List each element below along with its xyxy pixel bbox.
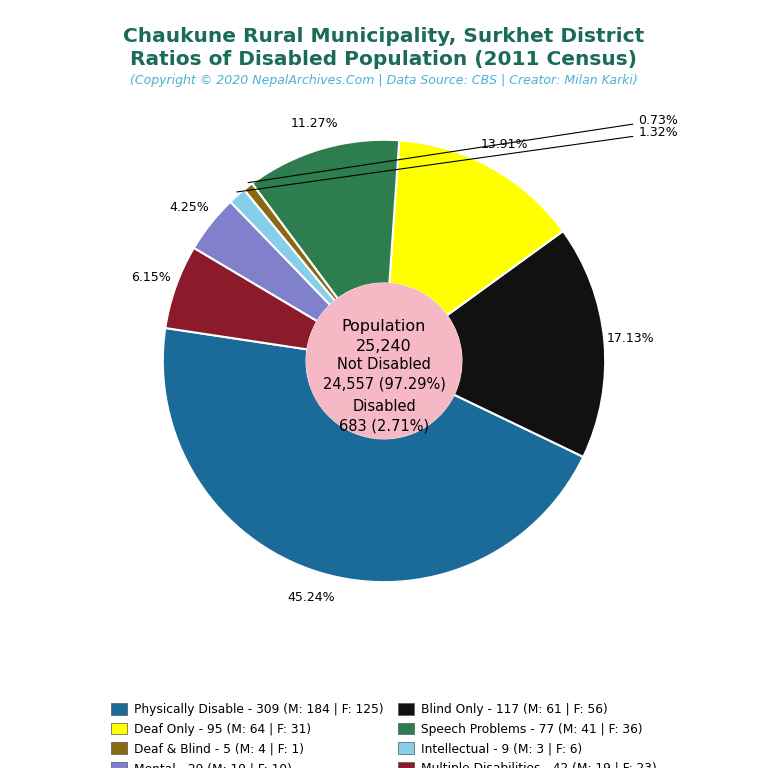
Text: Ratios of Disabled Population (2011 Census): Ratios of Disabled Population (2011 Cens… [131, 50, 637, 69]
Circle shape [306, 283, 462, 439]
Wedge shape [194, 202, 330, 322]
Text: 13.91%: 13.91% [480, 137, 528, 151]
Wedge shape [389, 141, 563, 316]
Text: Population
25,240: Population 25,240 [342, 319, 426, 354]
Legend: Physically Disable - 309 (M: 184 | F: 125), Deaf Only - 95 (M: 64 | F: 31), Deaf: Physically Disable - 309 (M: 184 | F: 12… [111, 703, 657, 768]
Text: Not Disabled
24,557 (97.29%): Not Disabled 24,557 (97.29%) [323, 356, 445, 392]
Wedge shape [244, 184, 338, 301]
Text: 1.32%: 1.32% [237, 127, 678, 192]
Text: 17.13%: 17.13% [607, 333, 654, 346]
Text: 45.24%: 45.24% [287, 591, 335, 604]
Wedge shape [447, 231, 605, 457]
Text: 0.73%: 0.73% [248, 114, 678, 183]
Text: 6.15%: 6.15% [131, 271, 170, 284]
Wedge shape [163, 328, 584, 582]
Text: Chaukune Rural Municipality, Surkhet District: Chaukune Rural Municipality, Surkhet Dis… [124, 27, 644, 46]
Text: 11.27%: 11.27% [290, 117, 338, 130]
Wedge shape [252, 140, 399, 299]
Wedge shape [165, 248, 317, 349]
Text: 4.25%: 4.25% [170, 200, 210, 214]
Wedge shape [230, 190, 335, 306]
Text: Disabled
683 (2.71%): Disabled 683 (2.71%) [339, 399, 429, 433]
Text: (Copyright © 2020 NepalArchives.Com | Data Source: CBS | Creator: Milan Karki): (Copyright © 2020 NepalArchives.Com | Da… [130, 74, 638, 88]
